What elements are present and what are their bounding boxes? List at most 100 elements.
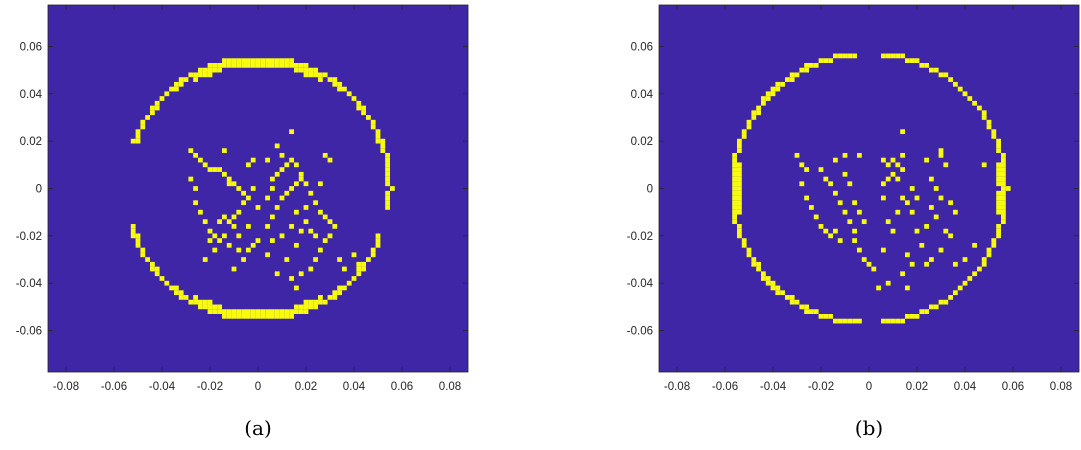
ring-pixel xyxy=(174,290,179,296)
ring-pixel xyxy=(274,58,280,64)
data-pixel xyxy=(804,195,809,201)
ring-pixel xyxy=(1001,176,1006,182)
ring-pixel xyxy=(756,261,761,267)
data-pixel xyxy=(274,271,280,277)
data-pixel xyxy=(905,252,910,258)
ring-pixel xyxy=(746,247,752,253)
data-pixel xyxy=(842,171,848,177)
ring-pixel xyxy=(833,318,838,324)
ring-pixel xyxy=(193,77,198,82)
ring-pixel xyxy=(135,129,141,135)
ring-pixel xyxy=(765,96,771,101)
ring-pixel xyxy=(1001,157,1006,163)
ring-pixel xyxy=(154,100,160,106)
data-pixel xyxy=(842,152,848,158)
data-pixel xyxy=(308,190,314,196)
ring-pixel xyxy=(751,115,757,120)
ring-pixel xyxy=(375,138,381,144)
data-pixel xyxy=(241,190,246,196)
ring-pixel xyxy=(130,233,136,239)
ring-pixel xyxy=(385,195,390,201)
ring-pixel xyxy=(159,96,165,101)
ring-pixel xyxy=(246,63,251,68)
ring-pixel xyxy=(145,257,150,262)
ring-pixel xyxy=(385,152,390,158)
ring-pixel xyxy=(981,261,987,267)
ring-pixel xyxy=(972,100,977,106)
ring-pixel xyxy=(996,138,1001,144)
data-pixel xyxy=(236,186,242,191)
ring-pixel xyxy=(135,238,141,243)
ring-pixel xyxy=(289,63,294,68)
ring-pixel xyxy=(294,67,299,73)
data-pixel xyxy=(202,257,208,262)
data-pixel xyxy=(833,228,838,234)
ring-pixel xyxy=(746,119,752,125)
ring-pixel xyxy=(207,63,213,68)
ring-pixel xyxy=(188,72,194,78)
ring-pixel xyxy=(895,318,901,324)
ring-pixel xyxy=(270,63,275,68)
ring-pixel xyxy=(737,200,742,206)
data-pixel xyxy=(284,162,290,168)
data-pixel xyxy=(270,186,275,191)
ring-pixel xyxy=(361,110,366,116)
ring-pixel xyxy=(294,304,299,310)
data-pixel xyxy=(255,205,261,210)
ring-pixel xyxy=(303,63,309,68)
ring-pixel xyxy=(996,176,1001,182)
ring-pixel xyxy=(732,152,737,158)
ring-pixel xyxy=(751,257,757,262)
data-pixel xyxy=(274,205,280,210)
data-pixel xyxy=(938,148,944,153)
ring-pixel xyxy=(938,299,944,305)
ring-pixel xyxy=(818,58,824,64)
ring-pixel xyxy=(361,105,366,111)
ring-pixel xyxy=(737,167,742,172)
ring-pixel xyxy=(154,266,160,272)
ring-pixel xyxy=(370,247,376,253)
data-pixel xyxy=(981,162,987,168)
ring-pixel xyxy=(279,63,285,68)
ring-pixel xyxy=(154,271,160,277)
ring-pixel xyxy=(761,100,766,106)
ring-pixel xyxy=(356,271,362,277)
ring-pixel xyxy=(284,309,290,314)
data-pixel xyxy=(289,157,294,163)
ring-pixel xyxy=(981,257,987,262)
ring-pixel xyxy=(226,313,232,319)
ring-pixel xyxy=(770,91,776,97)
ring-pixel xyxy=(780,81,785,87)
data-pixel xyxy=(217,167,222,172)
ring-pixel xyxy=(385,181,390,187)
ring-pixel xyxy=(1001,162,1006,168)
ring-pixel xyxy=(996,195,1001,201)
ring-pixel xyxy=(202,304,208,310)
ring-pixel xyxy=(303,299,309,305)
data-pixel xyxy=(823,228,829,234)
ring-pixel xyxy=(145,115,150,120)
caption-b: (b) xyxy=(855,416,883,440)
data-pixel xyxy=(881,195,886,201)
y-tick-label: 0.04 xyxy=(631,89,654,101)
ring-pixel xyxy=(948,295,953,300)
data-pixel xyxy=(212,167,218,172)
ring-pixel xyxy=(737,209,742,215)
data-pixel xyxy=(279,152,285,158)
y-tick-label: 0 xyxy=(36,184,42,196)
data-pixel xyxy=(294,181,299,187)
data-pixel xyxy=(298,171,304,177)
ring-pixel xyxy=(953,290,958,296)
ring-pixel xyxy=(342,285,347,291)
data-pixel xyxy=(799,162,805,168)
ring-pixel xyxy=(967,276,973,281)
ring-pixel xyxy=(837,53,843,59)
ring-pixel xyxy=(222,309,227,314)
ring-pixel xyxy=(785,295,790,300)
data-pixel xyxy=(929,176,934,182)
ring-pixel xyxy=(1001,171,1006,177)
ring-pixel xyxy=(202,67,208,73)
y-tick-label: -0.06 xyxy=(16,326,42,338)
ring-pixel xyxy=(303,72,309,78)
data-pixel xyxy=(852,228,857,234)
